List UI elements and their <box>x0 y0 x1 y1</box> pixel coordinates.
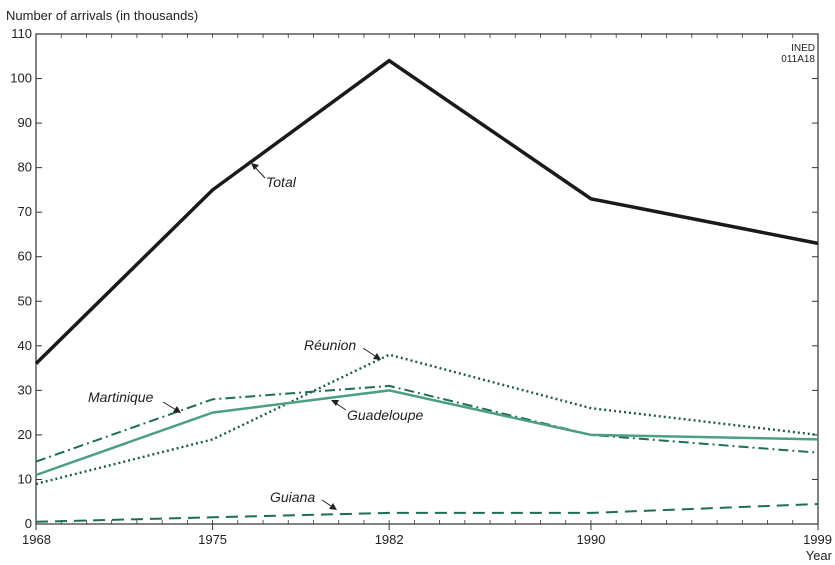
y-tick-label: 10 <box>18 471 32 486</box>
series-line-guiana <box>35 503 819 523</box>
source-code-line2: 011A18 <box>781 54 815 65</box>
axes: 0 10 20 30 40 50 60 70 80 90 100 110 1968 1975 1982 199… <box>10 26 832 547</box>
x-tick-label: 1990 <box>577 532 606 547</box>
y-tick-label: 50 <box>18 293 32 308</box>
series-line-guadeloupe <box>35 389 819 477</box>
y-tick-label: 70 <box>18 204 32 219</box>
series-label-total: Total <box>266 174 297 190</box>
series-line-martinique <box>35 384 819 463</box>
y-tick-label: 100 <box>10 71 32 86</box>
y-tick-label: 0 <box>25 516 32 531</box>
series-line-total <box>34 58 819 365</box>
annotation-martinique: Martinique <box>88 389 181 413</box>
series-label-martinique: Martinique <box>88 389 154 405</box>
annotation-guadeloupe: Guadeloupe <box>331 400 424 423</box>
x-tick-label: 1999 <box>803 532 832 547</box>
series-lines <box>34 58 819 523</box>
y-tick-label: 110 <box>11 26 32 41</box>
series-label-reunion: Réunion <box>304 337 356 353</box>
series-label-guadeloupe: Guadeloupe <box>347 407 424 423</box>
y-axis-title: Number of arrivals (in thousands) <box>6 8 198 23</box>
annotation-reunion: Réunion <box>304 337 381 360</box>
x-tick-label: 1968 <box>22 532 51 547</box>
series-label-guiana: Guiana <box>270 489 315 505</box>
y-tick-label: 60 <box>18 249 32 264</box>
y-tick-label: 20 <box>18 427 32 442</box>
x-tick-label: 1982 <box>375 532 404 547</box>
y-tick-label: 90 <box>18 115 32 130</box>
annotation-guiana: Guiana <box>270 489 337 510</box>
x-axis-title: Year <box>806 548 833 563</box>
y-tick-label: 30 <box>18 382 32 397</box>
series-line-reunion <box>35 353 819 486</box>
source-code-line1: INED <box>791 43 815 54</box>
x-tick-label: 1975 <box>198 532 227 547</box>
annotation-total: Total <box>251 163 297 190</box>
y-tick-label: 40 <box>18 338 32 353</box>
plot-frame <box>35 33 819 525</box>
y-tick-label: 80 <box>18 160 32 175</box>
